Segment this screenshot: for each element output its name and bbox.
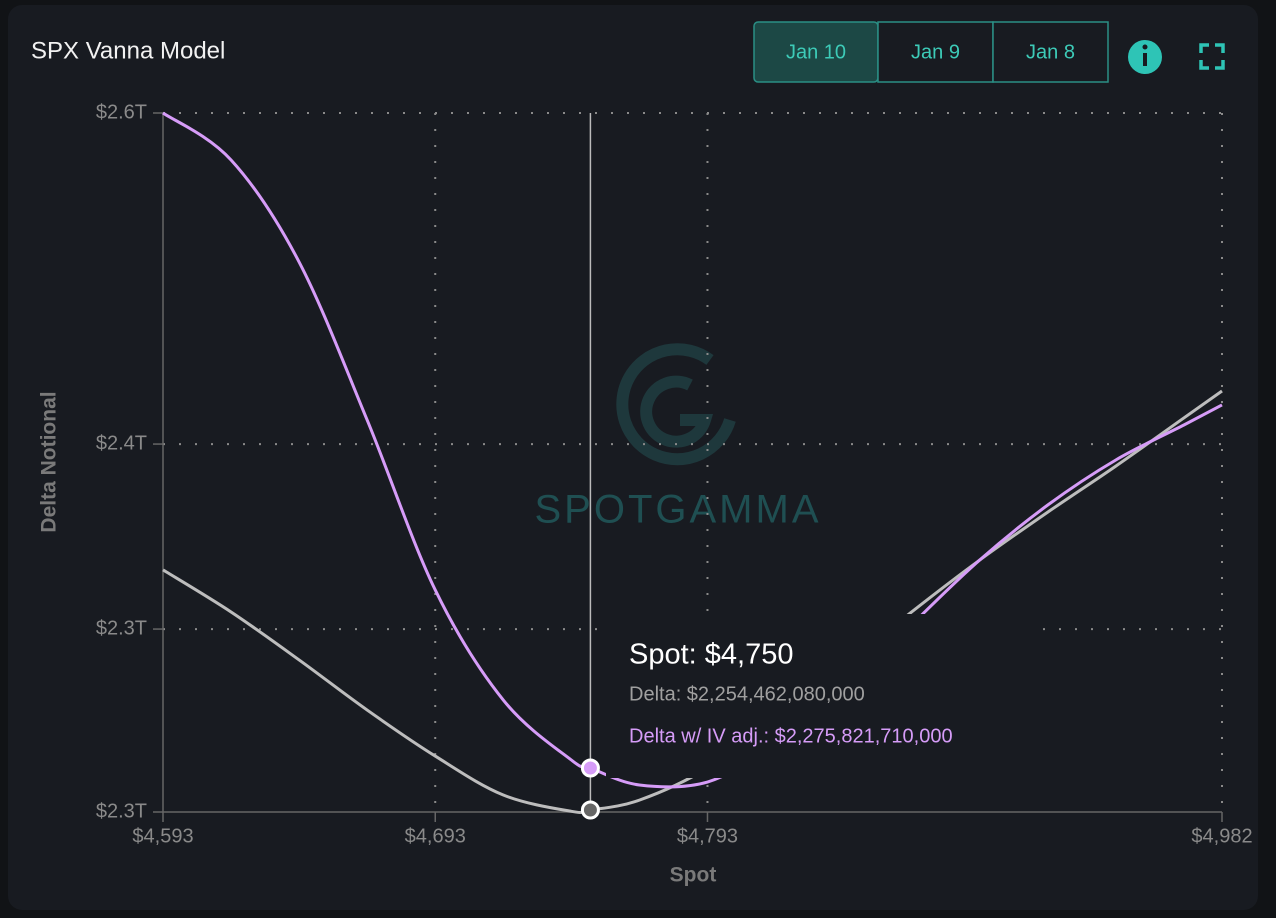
date-buttons: Jan 10 Jan 9 Jan 8 — [753, 21, 1109, 83]
date-button[interactable] — [992, 21, 1109, 83]
x-tick-label: $4,593 — [132, 825, 193, 847]
y-tick-label: $2.3T — [96, 800, 147, 822]
watermark: SPOTGAMMA — [534, 488, 821, 532]
date-button-label: Jan 9 — [911, 41, 960, 63]
tooltip-title: Spot: $4,750 — [629, 639, 793, 671]
x-axis-title: Spot — [670, 864, 717, 887]
info-glyph-dot — [1142, 44, 1148, 50]
series-line — [162, 111, 1223, 789]
x-tick-label: $4,693 — [405, 825, 466, 847]
x-tick-label: $4,982 — [1191, 825, 1252, 847]
title: SPX Vanna Model — [31, 37, 225, 64]
y-tick-label: $2.3T — [96, 617, 147, 639]
tooltip-box — [606, 614, 1030, 778]
hover-point — [580, 800, 600, 820]
info-glyph — [1143, 53, 1147, 66]
date-button[interactable] — [877, 21, 994, 83]
fullscreen-icon[interactable] — [1199, 43, 1225, 70]
hover-point — [580, 758, 600, 778]
y-axis-title: Delta Notional — [38, 391, 61, 532]
y-tick-label: $2.4T — [96, 432, 147, 454]
y-tick-label: $2.6T — [96, 101, 147, 123]
tooltip-line: Delta w/ IV adj.: $2,275,821,710,000 — [629, 725, 953, 747]
tooltip-line: Delta: $2,254,462,080,000 — [629, 683, 865, 705]
x-tick-label: $4,793 — [677, 825, 738, 847]
plot: $4,593 $4,693 $4,793 $4,982 $2.3T $2.3T $2.4T $… — [38, 101, 1253, 886]
watermark-logo — [616, 343, 736, 466]
date-button-label: Jan 8 — [1026, 41, 1075, 63]
date-button-label: Jan 10 — [786, 41, 846, 63]
